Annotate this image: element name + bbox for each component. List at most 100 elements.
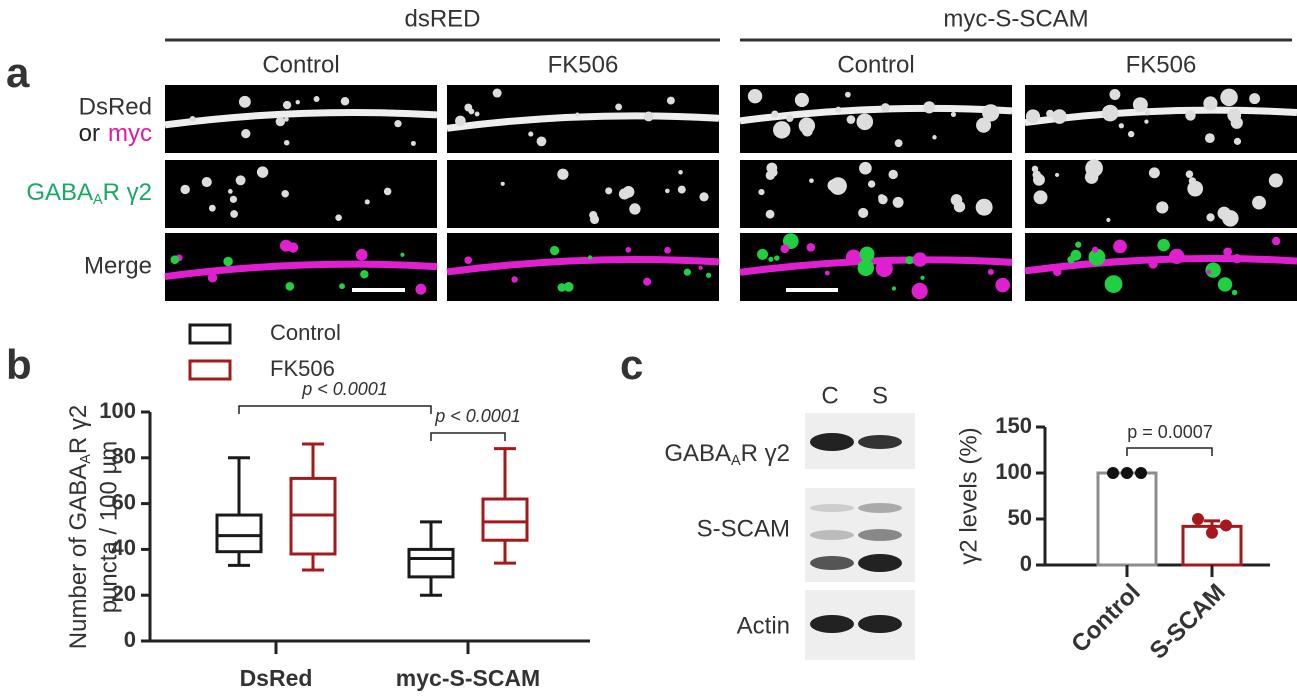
puncta	[1157, 238, 1170, 252]
puncta	[474, 111, 480, 117]
puncta	[1268, 173, 1283, 188]
puncta	[230, 210, 238, 218]
puncta	[950, 111, 957, 118]
puncta	[987, 268, 994, 275]
micrograph	[740, 160, 1012, 228]
condition-label: Control	[837, 51, 914, 78]
puncta	[920, 275, 925, 280]
text-part: or	[79, 120, 100, 147]
puncta	[415, 283, 427, 295]
puncta	[1025, 109, 1041, 124]
group-title: dsRED	[404, 5, 480, 32]
puncta	[912, 252, 928, 267]
text-part: R γ2	[103, 179, 152, 206]
dendrite	[739, 256, 1013, 276]
data-point	[1192, 513, 1204, 525]
text-part: myc	[108, 120, 152, 147]
y-tick-label: 50	[1008, 505, 1032, 530]
puncta	[829, 177, 847, 195]
puncta	[1185, 110, 1196, 121]
puncta	[859, 161, 872, 175]
puncta	[1084, 170, 1099, 184]
panel-letter: c	[620, 341, 643, 388]
row-label: GABAAR γ2	[26, 179, 152, 207]
puncta	[295, 99, 300, 105]
puncta	[699, 192, 709, 202]
puncta	[1033, 190, 1048, 205]
puncta	[858, 207, 869, 219]
puncta	[859, 246, 875, 262]
significance-bracket	[430, 432, 506, 441]
data-point	[1107, 467, 1119, 479]
puncta	[769, 168, 778, 177]
y-tick-label: 150	[995, 413, 1032, 438]
puncta	[557, 168, 569, 180]
row-label: DsRed	[79, 93, 152, 120]
text-part: R γ2	[741, 440, 790, 467]
blot-band	[858, 435, 902, 449]
panel-letter: a	[6, 49, 30, 96]
puncta	[256, 166, 269, 178]
puncta	[208, 204, 216, 212]
puncta	[664, 246, 671, 254]
puncta	[575, 112, 580, 117]
puncta	[588, 255, 593, 260]
puncta	[340, 96, 350, 106]
puncta	[844, 91, 851, 98]
puncta	[1232, 254, 1242, 264]
puncta	[1185, 170, 1194, 178]
lane-label: S	[872, 382, 888, 409]
puncta	[283, 139, 290, 146]
puncta	[806, 243, 816, 252]
blot-band	[810, 530, 854, 540]
puncta	[995, 277, 1010, 293]
puncta	[223, 256, 233, 267]
data-point	[1220, 519, 1232, 532]
x-tick-label: S-SCAM	[1145, 579, 1231, 665]
box	[407, 547, 455, 579]
puncta	[1144, 119, 1149, 124]
puncta	[285, 282, 295, 291]
puncta	[615, 103, 623, 111]
puncta	[383, 187, 392, 196]
puncta	[1206, 213, 1215, 222]
puncta	[1113, 239, 1127, 254]
puncta	[1088, 248, 1106, 266]
blot-band	[858, 503, 902, 513]
puncta	[229, 195, 238, 203]
panel-letter: b	[6, 341, 32, 388]
puncta	[170, 255, 180, 265]
dendrite	[1024, 255, 1297, 275]
puncta	[1054, 172, 1060, 178]
legend-label: Control	[270, 320, 341, 345]
puncta	[867, 180, 876, 188]
puncta	[1046, 109, 1055, 118]
puncta	[786, 114, 794, 122]
puncta	[189, 115, 196, 122]
text-part: R γ2	[65, 405, 92, 454]
puncta	[1222, 210, 1239, 227]
blot-band	[858, 554, 902, 572]
text-part: Number of GABA	[65, 464, 92, 649]
puncta	[536, 136, 547, 147]
puncta	[891, 286, 897, 291]
puncta	[1109, 89, 1121, 100]
puncta	[857, 259, 875, 277]
puncta	[976, 117, 992, 133]
dendrite	[446, 255, 720, 276]
puncta	[275, 116, 286, 127]
puncta	[238, 95, 251, 108]
puncta	[923, 101, 936, 114]
puncta	[774, 255, 780, 261]
legend-label: FK506	[270, 356, 335, 381]
blot-label: Actin	[737, 612, 790, 639]
puncta	[1075, 241, 1082, 248]
puncta	[335, 214, 342, 221]
puncta	[1104, 275, 1123, 293]
puncta	[1070, 249, 1082, 261]
puncta	[950, 194, 963, 206]
data-point	[1135, 467, 1147, 479]
bar	[1096, 471, 1158, 567]
puncta	[1230, 116, 1243, 129]
